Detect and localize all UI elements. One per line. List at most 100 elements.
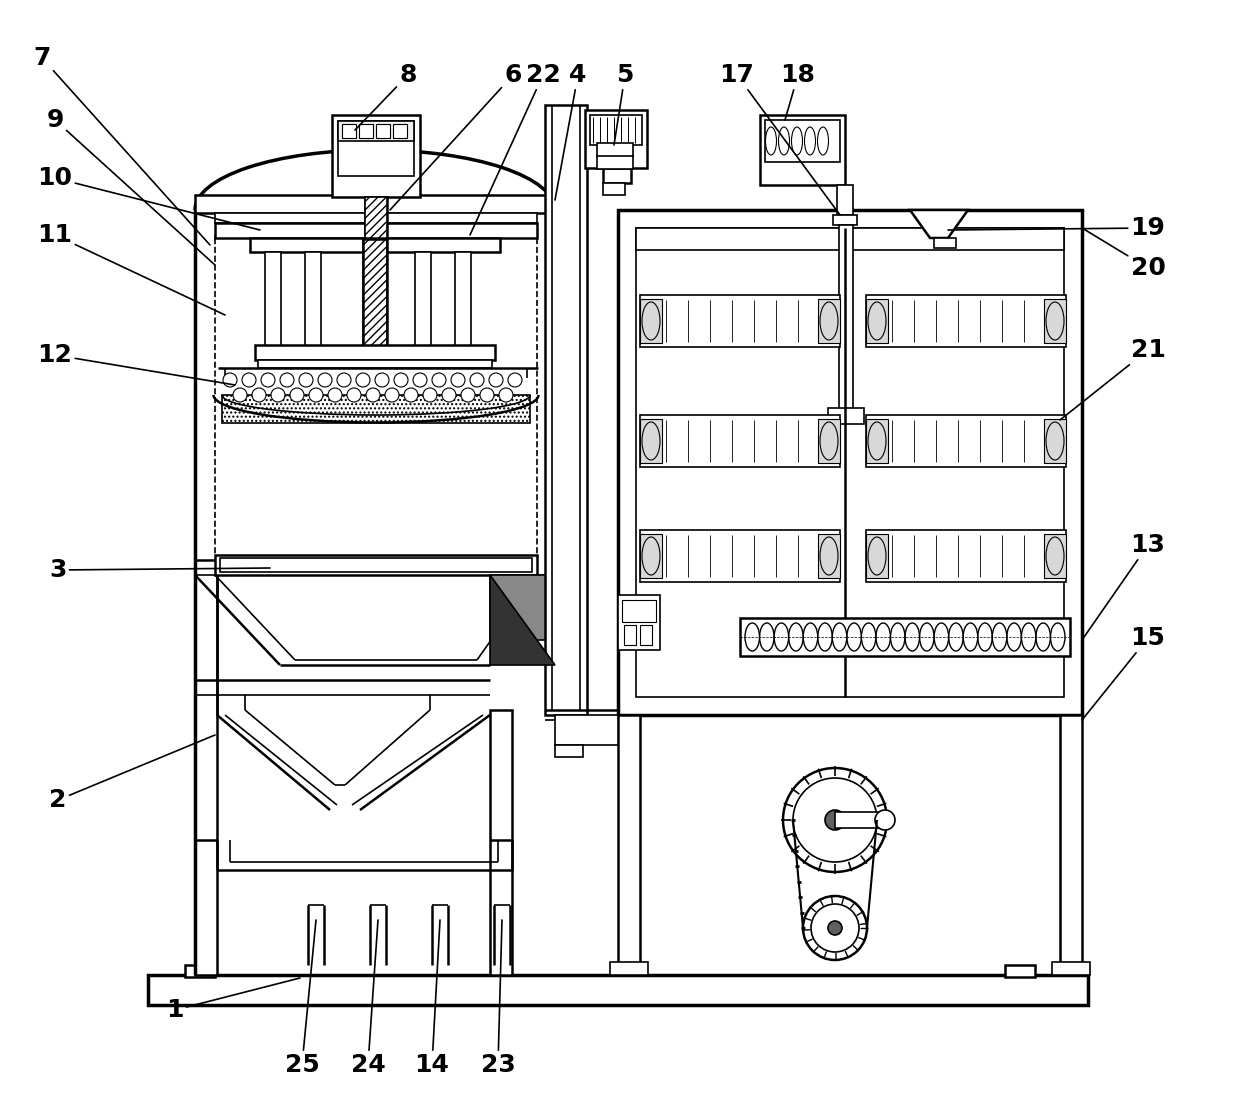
Bar: [585, 110, 647, 168]
Bar: [765, 120, 839, 162]
Text: 25: 25: [285, 920, 320, 1077]
Ellipse shape: [791, 127, 802, 156]
Polygon shape: [835, 812, 890, 828]
Text: 1: 1: [166, 978, 300, 1022]
Circle shape: [480, 388, 494, 401]
Bar: [618, 595, 660, 650]
Bar: [332, 115, 420, 197]
Bar: [866, 534, 888, 578]
Bar: [866, 531, 1066, 582]
Ellipse shape: [642, 422, 660, 460]
Ellipse shape: [1047, 537, 1064, 575]
Bar: [1060, 715, 1083, 975]
Ellipse shape: [820, 302, 838, 340]
Bar: [255, 345, 495, 360]
Bar: [866, 415, 1066, 467]
Text: 6: 6: [391, 63, 522, 210]
Circle shape: [875, 810, 895, 829]
Circle shape: [461, 388, 475, 401]
Circle shape: [366, 388, 379, 401]
Bar: [828, 408, 864, 424]
Bar: [185, 965, 215, 977]
Text: 13: 13: [1083, 533, 1166, 640]
Circle shape: [811, 904, 859, 952]
Bar: [1044, 534, 1066, 578]
Bar: [215, 213, 537, 223]
Circle shape: [272, 388, 285, 401]
Circle shape: [347, 388, 361, 401]
Bar: [839, 225, 853, 410]
Bar: [640, 415, 839, 467]
Bar: [455, 251, 471, 347]
Text: 19: 19: [949, 216, 1166, 240]
Circle shape: [828, 921, 842, 935]
Bar: [342, 124, 356, 138]
Bar: [215, 555, 537, 575]
Bar: [740, 618, 1070, 656]
Circle shape: [223, 373, 237, 387]
Ellipse shape: [642, 302, 660, 340]
Bar: [640, 531, 839, 582]
Text: 21: 21: [1060, 338, 1166, 420]
Text: 10: 10: [37, 165, 260, 231]
Circle shape: [441, 388, 456, 401]
Bar: [305, 251, 321, 347]
Text: 24: 24: [351, 920, 386, 1077]
Bar: [415, 251, 432, 347]
Bar: [640, 295, 839, 347]
Bar: [215, 223, 537, 238]
Bar: [222, 395, 529, 422]
Text: 22: 22: [470, 63, 560, 235]
Circle shape: [309, 388, 322, 401]
Bar: [195, 195, 556, 213]
Ellipse shape: [642, 537, 660, 575]
Circle shape: [423, 388, 436, 401]
Ellipse shape: [1047, 422, 1064, 460]
Bar: [603, 183, 625, 195]
Bar: [219, 558, 532, 572]
Circle shape: [498, 388, 513, 401]
Circle shape: [470, 373, 484, 387]
Circle shape: [329, 388, 342, 401]
Circle shape: [384, 388, 399, 401]
Text: 4: 4: [556, 63, 587, 200]
Bar: [339, 121, 414, 176]
Circle shape: [432, 373, 446, 387]
Bar: [866, 299, 888, 343]
Bar: [393, 124, 407, 138]
Bar: [760, 115, 844, 185]
Ellipse shape: [868, 537, 887, 575]
Ellipse shape: [779, 127, 790, 156]
Bar: [596, 143, 632, 156]
Bar: [618, 210, 1083, 715]
Text: 9: 9: [46, 108, 215, 265]
Bar: [640, 419, 662, 463]
Bar: [622, 600, 656, 622]
Bar: [866, 419, 888, 463]
Bar: [640, 625, 652, 645]
Bar: [148, 975, 1087, 1005]
Bar: [250, 238, 500, 251]
Bar: [590, 115, 642, 144]
Circle shape: [299, 373, 312, 387]
Circle shape: [782, 768, 887, 872]
Text: 18: 18: [780, 63, 816, 120]
Ellipse shape: [1047, 302, 1064, 340]
Text: 5: 5: [614, 63, 634, 144]
Bar: [195, 560, 217, 975]
Bar: [610, 962, 649, 975]
Bar: [640, 299, 662, 343]
Ellipse shape: [765, 127, 776, 156]
Circle shape: [242, 373, 255, 387]
Bar: [603, 168, 631, 183]
Ellipse shape: [820, 537, 838, 575]
Ellipse shape: [817, 127, 828, 156]
Bar: [818, 534, 839, 578]
Bar: [365, 197, 387, 239]
Circle shape: [804, 896, 867, 960]
Bar: [556, 745, 583, 757]
Polygon shape: [910, 210, 968, 238]
Circle shape: [374, 373, 389, 387]
Circle shape: [825, 810, 844, 829]
Bar: [818, 419, 839, 463]
